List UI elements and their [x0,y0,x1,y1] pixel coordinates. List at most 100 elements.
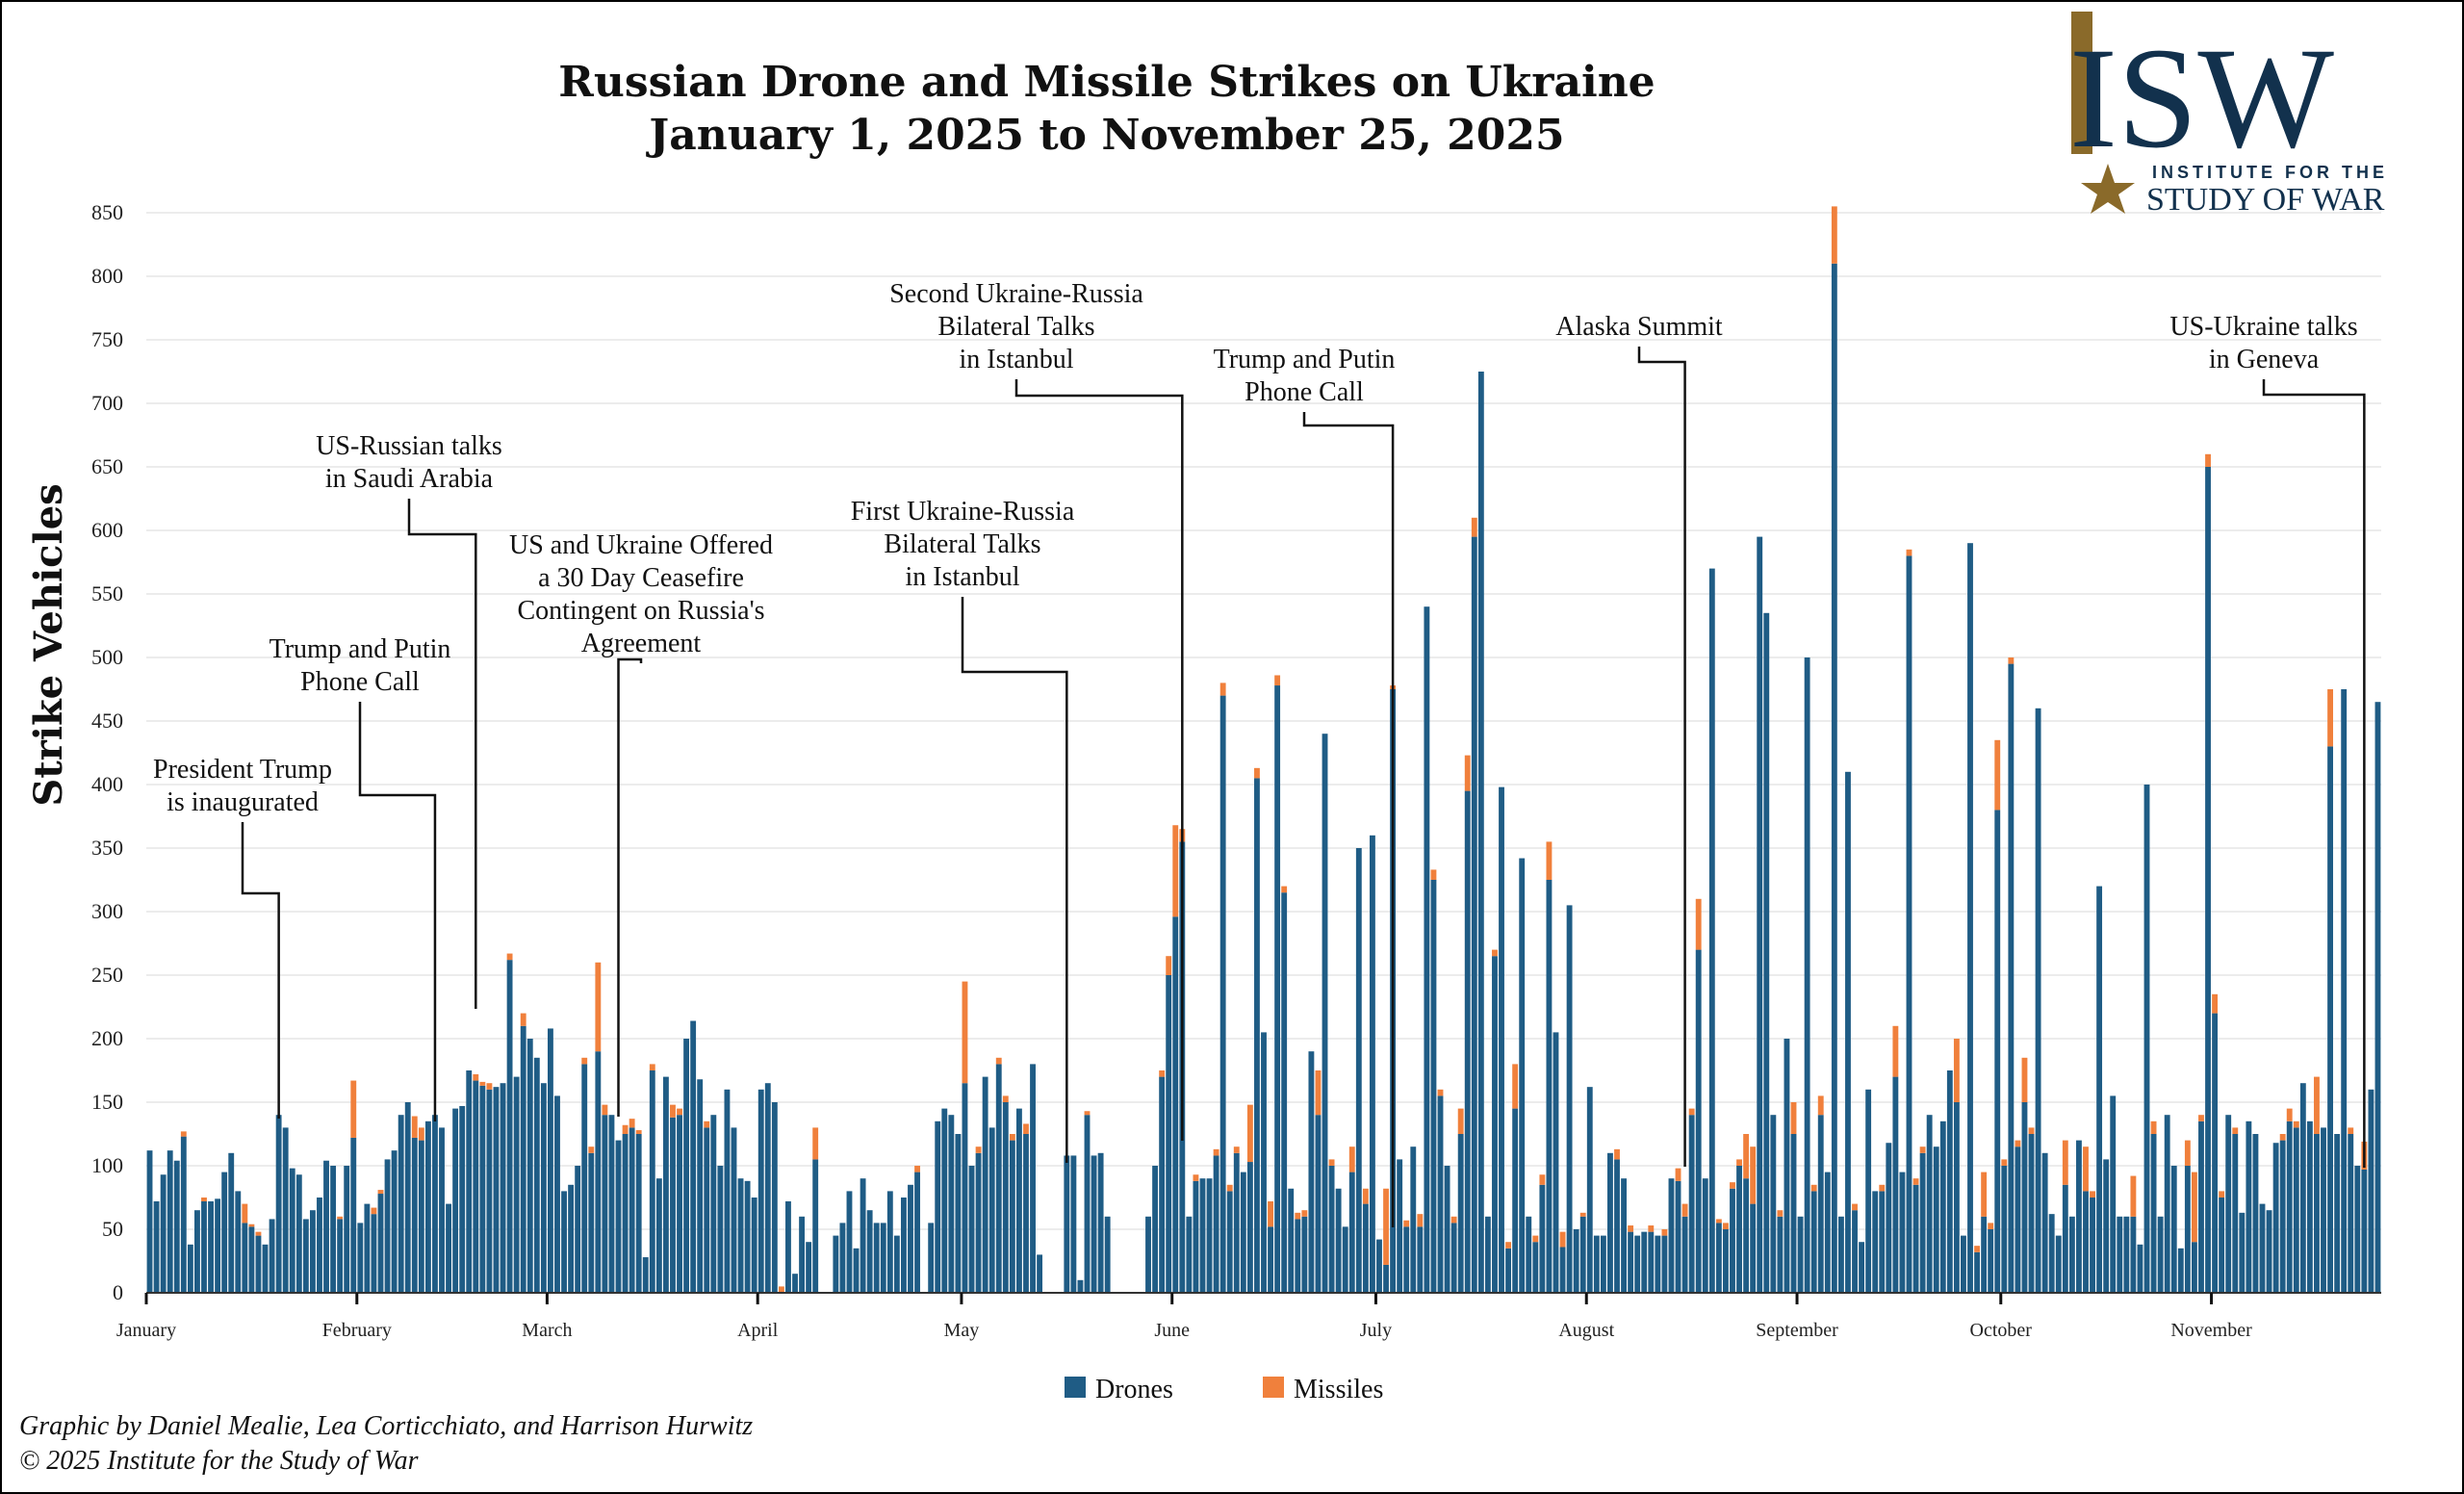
bar-missiles [2198,1115,2204,1121]
bar-drones [513,1076,520,1293]
bar-drones [2055,1235,2062,1293]
bar-drones [1213,1155,1219,1293]
bar-missiles [2015,1140,2021,1147]
bar-missiles [337,1216,344,1220]
credit-line-2: © 2025 Institute for the Study of War [19,1446,419,1476]
bar-drones [812,1159,819,1293]
bar-missiles [1743,1134,1750,1179]
bar-drones [1675,1180,1681,1293]
bar-missiles [255,1231,262,1236]
x-tick-label: May [944,1320,980,1341]
bar-missiles [1315,1070,1322,1116]
bar-drones [2021,1102,2028,1293]
bar-drones [302,1219,309,1293]
annotation-leader-line [1302,412,1395,1227]
bar-missiles [377,1190,384,1195]
bar-drones [677,1115,682,1293]
bar-drones [955,1134,962,1293]
bar-missiles [2191,1172,2197,1243]
bar-drones [2041,1152,2048,1293]
bar-drones [520,1025,526,1293]
bar-drones [1172,916,1179,1293]
y-tick-label: 850 [91,200,123,224]
bar-missiles [1417,1214,1424,1227]
bar-missiles [248,1224,255,1227]
bar-missiles [914,1166,920,1172]
bar-drones [2272,1143,2279,1293]
credit-line-1: Graphic by Daniel Mealie, Lea Corticchia… [19,1411,753,1441]
y-tick-label: 600 [91,518,123,542]
bar-drones [2361,1169,2368,1293]
bar-drones [391,1150,398,1293]
annotation-text: Trump and Putin [1214,345,1396,374]
bar-missiles [2021,1057,2028,1102]
bar-drones [2137,1244,2143,1293]
bar-drones [1967,543,1973,1293]
bar-drones [799,1216,806,1293]
bar-drones [1437,1095,1444,1293]
bar-drones [1790,1134,1797,1293]
bar-missiles [1688,1108,1695,1116]
bar-missiles [1981,1172,1988,1217]
bar-drones [629,1127,635,1293]
bar-missiles [1505,1242,1512,1249]
x-tick-label: July [1360,1320,1392,1341]
bar-drones [642,1257,649,1293]
bar-missiles [1002,1095,1009,1102]
bar-missiles [2130,1175,2137,1217]
bar-missiles [1953,1039,1960,1102]
bar-drones [1852,1210,1858,1293]
bar-drones [2334,1134,2341,1293]
bar-drones [1226,1191,1233,1293]
bar-drones [575,1166,581,1293]
bar-drones [2170,1166,2177,1293]
bar-drones [1457,1134,1464,1293]
bar-drones [2177,1248,2184,1293]
annotation-text: is inaugurated [167,787,319,817]
bar-missiles [1648,1225,1655,1232]
bar-drones [908,1184,913,1293]
bar-drones [1152,1166,1159,1293]
bar-missiles [1539,1174,1546,1185]
bar-drones [2246,1120,2252,1293]
bar-drones [717,1166,724,1293]
bar-drones [526,1039,533,1293]
logo-line-2: STUDY OF WAR [2146,182,2385,218]
bar-missiles [677,1108,682,1116]
bar-drones [384,1159,391,1293]
bar-drones [2076,1140,2082,1293]
bar-missiles [1614,1148,1620,1160]
bar-drones [2321,1127,2326,1293]
bar-drones [1810,1191,1817,1293]
bar-drones [1450,1223,1457,1293]
bar-missiles [411,1116,418,1138]
bar-drones [1593,1235,1600,1293]
annotation-text: US-Ukraine talks [2169,312,2357,342]
bar-drones [2184,1166,2191,1293]
bar-drones [1348,1172,1355,1293]
bar-drones [1899,1172,1906,1293]
bar-drones [221,1172,228,1293]
bar-drones [2219,1198,2225,1293]
bar-missiles [1722,1223,1729,1229]
bar-drones [248,1226,255,1293]
annotation-text: Alaska Summit [1555,312,1723,342]
bar-drones [697,1079,704,1293]
bar-drones [690,1020,697,1293]
bar-drones [486,1089,493,1293]
bar-drones [404,1102,411,1293]
bar-missiles [635,1130,642,1134]
bar-missiles [975,1146,982,1153]
bar-drones [173,1160,180,1293]
bar-missiles [1437,1089,1444,1096]
bar-drones [1397,1159,1403,1293]
annotation-text: in Istanbul [906,562,1020,592]
bar-drones [2341,689,2348,1293]
bar-missiles [1695,898,1702,950]
bar-drones [2157,1216,2164,1293]
